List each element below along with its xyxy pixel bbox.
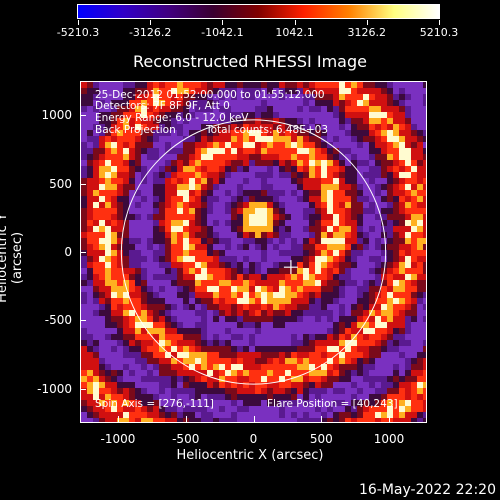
solar-limb-circle — [120, 119, 387, 385]
y-tick-label: 500 — [49, 176, 72, 191]
colorbar-tick-label: 5210.3 — [419, 26, 459, 39]
colorbar-tick — [150, 20, 152, 25]
colorbar-tick-label: 3126.2 — [347, 26, 387, 39]
y-tick-mark — [80, 252, 86, 253]
y-tick-label: -500 — [44, 313, 72, 328]
method-text: Back Projection — [95, 124, 176, 136]
y-tick-label: 1000 — [41, 108, 72, 123]
flare-position-text: Flare Position = [40,243] — [267, 398, 398, 410]
timestamp: 16-May-2022 22:20 — [358, 482, 496, 498]
x-axis-label: Heliocentric X (arcsec) — [176, 448, 324, 463]
spin-axis-text: Spin Axis = [276,-111] — [95, 398, 214, 410]
colorbar-tick-label: -5210.3 — [56, 26, 100, 39]
x-tick-label: 1000 — [373, 432, 405, 446]
y-tick-label: -1000 — [37, 381, 72, 396]
colorbar-tick-label: -3126.2 — [128, 26, 172, 39]
colorbar-tick — [78, 20, 79, 25]
x-tick-label: -1000 — [100, 432, 136, 446]
energy-range-text: Energy Range: 6.0 - 12.0 keV — [95, 112, 249, 124]
image-title: Reconstructed RHESSI Image — [133, 52, 367, 71]
colorbar — [77, 4, 440, 19]
y-tick-mark — [80, 183, 86, 185]
spin-axis-marker — [283, 260, 298, 275]
x-tick-mark — [185, 416, 187, 422]
reconstructed-image — [81, 82, 426, 422]
x-tick-label: 500 — [309, 432, 333, 446]
x-tick-label: -500 — [172, 432, 200, 446]
image-plot: 25-Dec-2012 01:52:00.000 to 01:55:12.000… — [80, 81, 427, 423]
x-tick-mark — [117, 416, 119, 422]
total-counts-text: Total counts: 6.48E+03 — [206, 124, 329, 136]
detectors-text: Detectors: 7F 8F 9F, Att 0 — [95, 100, 230, 112]
x-tick-mark — [253, 416, 255, 422]
x-tick-mark — [321, 416, 323, 422]
colorbar-tick — [439, 20, 440, 25]
image-pixels — [81, 82, 426, 422]
x-tick-mark — [389, 416, 391, 422]
colorbar-tick-label: 1042.1 — [275, 26, 314, 39]
colorbar-tick — [294, 20, 296, 25]
y-tick-mark — [80, 115, 86, 117]
x-tick-label: 0 — [249, 432, 258, 446]
y-tick-mark — [80, 388, 86, 390]
y-tick-mark — [80, 320, 86, 322]
colorbar-tick-label: -1042.1 — [201, 26, 244, 39]
y-tick-label: 0 — [64, 245, 72, 259]
time-range-text: 25-Dec-2012 01:52:00.000 to 01:55:12.000 — [95, 89, 325, 101]
y-axis-label: Heliocentric Y (arcsec) — [0, 213, 25, 303]
colorbar-tick — [222, 20, 224, 25]
colorbar-tick — [366, 20, 368, 25]
